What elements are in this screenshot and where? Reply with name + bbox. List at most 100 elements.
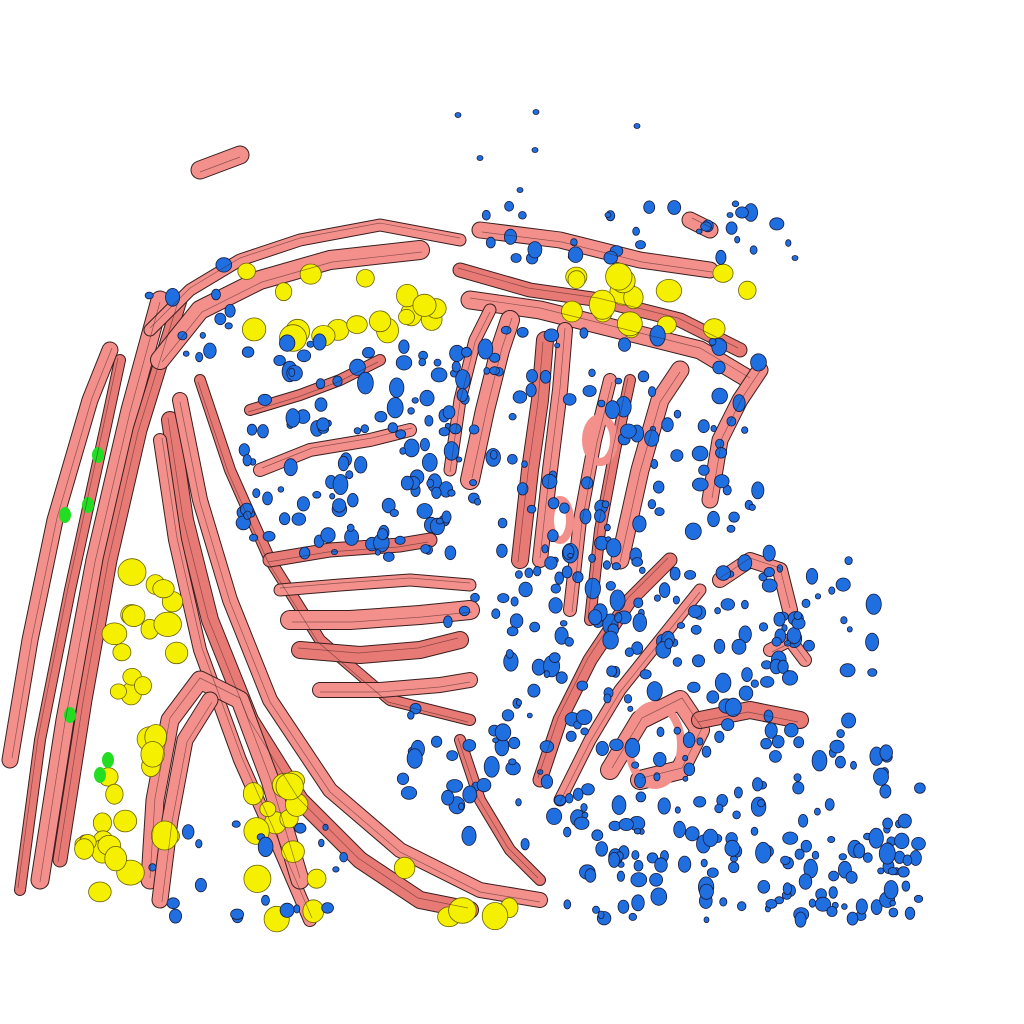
blue-cell [389,377,405,398]
blue-cell [510,253,522,263]
blue-cell [764,722,778,739]
blue-cell [420,544,431,554]
blue-cell [148,863,157,872]
blue-cell [624,737,641,758]
blue-cell [654,857,668,873]
pink-strand [554,584,706,806]
blue-cell [741,667,753,682]
blue-cell [314,397,328,412]
green-cell [64,707,76,723]
blue-cell [543,328,560,343]
blue-cell [441,789,455,806]
blue-cell [682,775,689,782]
blue-cell [803,639,815,652]
blue-cell [262,530,276,542]
blue-cell [592,905,600,914]
blue-cell [447,489,456,497]
blue-cell [539,740,555,753]
blue-cell [633,860,644,872]
blue-cell [633,123,641,129]
blue-cell [618,337,632,352]
blue-cell [199,331,206,339]
pink-strand-texture [292,611,473,623]
blue-cell [249,533,259,542]
pink-strand-texture [711,367,763,499]
pink-strand-texture [611,697,703,779]
blue-cell [565,793,574,804]
blue-cell [811,850,820,860]
pink-strand-texture [11,347,113,759]
pink-strand-texture [149,677,301,879]
yellow-cell [712,263,734,283]
blue-cell [653,752,667,768]
blue-cell [676,622,686,629]
pink-strand-texture [719,557,791,609]
blue-cell [403,438,420,458]
blue-cell [731,638,747,655]
blue-cell [559,502,570,514]
blue-cell [567,246,584,263]
pink-strand-texture [17,357,119,889]
blue-cell [801,598,811,609]
blue-cell [606,665,618,677]
blue-cell [559,620,568,627]
blue-cell [329,493,336,500]
blue-cell [658,582,671,598]
blue-cell [312,333,327,351]
blue-cell [606,538,622,558]
blue-cell [357,371,374,395]
blue-cell [873,767,889,786]
blue-cell [712,360,726,375]
yellow-cell [356,269,375,288]
pink-strand-loop [582,414,618,466]
blue-cell [793,773,802,782]
blue-cell [418,358,427,367]
blue-cell [673,726,681,735]
blue-cell [144,291,154,300]
pink-strand-texture [297,637,459,654]
blue-cell [597,399,606,408]
pink-strand [151,241,429,369]
blue-cell [477,338,494,360]
blue-cell [347,493,359,508]
blue-cell [407,407,415,415]
yellow-cell [242,782,264,806]
blue-cell [782,831,799,845]
blue-cell [708,338,717,346]
blue-cell [673,820,686,839]
blue-cell [563,899,572,910]
blue-cell [726,524,736,533]
blue-cell [273,354,286,366]
blue-cell [561,565,573,579]
blue-cell [580,803,588,812]
pink-strand [461,311,519,489]
blue-cell [539,369,552,384]
blue-cell [763,566,775,578]
blue-cell [588,609,603,626]
blue-cell [353,427,362,435]
blue-cell [548,652,561,663]
blue-cell [442,405,456,420]
pink-strand-texture [537,557,669,779]
blue-cell [517,482,529,496]
blue-cell [760,738,772,750]
yellow-cell [113,809,138,833]
blue-cell [683,762,696,777]
blue-cell [515,570,523,579]
blue-cell [572,571,584,584]
blue-cell [322,823,329,831]
blue-cell [257,393,272,406]
blue-cell [321,902,334,914]
blue-cell [497,517,508,529]
blue-cell [580,727,589,736]
blue-cell [762,544,776,562]
pink-strand-texture [449,311,491,473]
blue-cell [595,841,608,857]
blue-cell [492,737,499,743]
blue-cell [911,837,926,851]
blue-cell [684,522,702,541]
blue-cell [850,760,857,770]
blue-cell [726,212,734,218]
blue-cell [296,349,312,363]
blue-cell [527,683,541,698]
